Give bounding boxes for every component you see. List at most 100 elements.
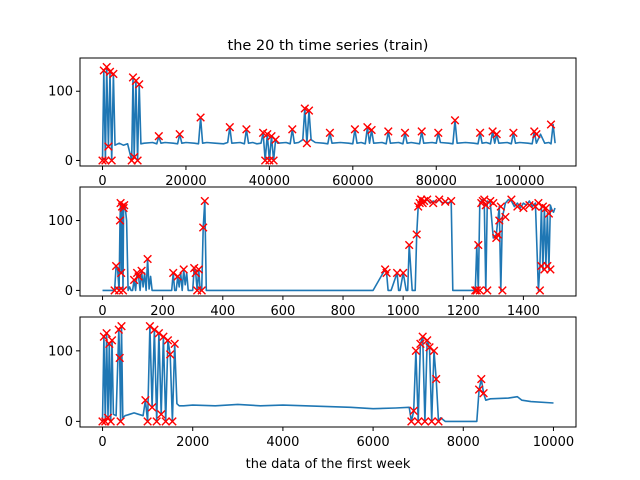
anomaly-marker bbox=[154, 131, 164, 141]
anomaly-marker bbox=[134, 80, 144, 89]
anomaly-marker bbox=[417, 127, 426, 136]
anomaly-marker bbox=[413, 417, 423, 426]
x-tick-label: 8000 bbox=[447, 435, 480, 450]
anomaly-marker bbox=[472, 286, 482, 295]
anomaly-marker bbox=[496, 202, 506, 211]
anomaly-marker bbox=[242, 125, 251, 134]
anomaly-marker bbox=[501, 212, 510, 222]
x-tick-label: 20000 bbox=[165, 174, 206, 189]
x-tick-label: 1000 bbox=[387, 304, 420, 319]
x-tick-label: 4000 bbox=[266, 435, 299, 450]
y-tick-label: 0 bbox=[65, 284, 73, 299]
anomaly-marker bbox=[98, 156, 107, 165]
anomaly-marker bbox=[179, 265, 188, 274]
anomaly-marker bbox=[115, 353, 124, 363]
anomaly-marker bbox=[479, 388, 488, 398]
anomaly-marker bbox=[367, 125, 376, 135]
anomaly-marker bbox=[147, 403, 157, 412]
anomaly-marker bbox=[107, 336, 117, 345]
anomaly-marker bbox=[133, 156, 142, 165]
anomaly-marker bbox=[134, 272, 143, 281]
anomaly-marker bbox=[429, 346, 439, 356]
anomaly-marker bbox=[475, 128, 485, 138]
chart-title: the 20 th time series (train) bbox=[228, 38, 429, 54]
anomaly-marker bbox=[116, 268, 126, 278]
anomaly-marker bbox=[302, 138, 312, 148]
anomaly-marker bbox=[483, 286, 492, 295]
anomaly-marker bbox=[104, 142, 113, 151]
x-tick-label: 10000 bbox=[533, 435, 574, 450]
anomaly-marker bbox=[197, 286, 206, 295]
anomaly-marker bbox=[492, 129, 501, 139]
anomaly-marker bbox=[384, 127, 393, 136]
y-tick-label: 100 bbox=[48, 214, 73, 229]
anomaly-marker bbox=[137, 266, 146, 276]
x-axis-label: the data of the first week bbox=[246, 457, 411, 472]
anomaly-marker bbox=[161, 417, 170, 426]
anomaly-marker bbox=[175, 129, 184, 139]
x-tick-label: 0 bbox=[98, 174, 106, 189]
anomaly-marker bbox=[404, 240, 414, 250]
anomaly-marker bbox=[420, 417, 430, 426]
x-tick-label: 40000 bbox=[249, 174, 290, 189]
anomaly-marker bbox=[411, 346, 421, 356]
anomaly-marker bbox=[350, 125, 360, 134]
anomaly-marker bbox=[532, 129, 541, 139]
anomaly-marker bbox=[194, 265, 203, 274]
anomaly-marker bbox=[400, 128, 410, 138]
anomaly-marker bbox=[116, 417, 125, 426]
anomaly-marker bbox=[225, 122, 235, 132]
anomaly-marker bbox=[546, 265, 555, 274]
anomaly-marker bbox=[534, 198, 543, 208]
anomaly-marker bbox=[392, 268, 402, 278]
anomaly-marker bbox=[145, 321, 155, 331]
anomaly-marker bbox=[519, 203, 528, 213]
x-tick-label: 400 bbox=[210, 304, 235, 319]
panel-top: 0 20000 40000 60000 80000 100000 0 100 bbox=[48, 57, 577, 189]
anomaly-marker bbox=[119, 200, 129, 210]
anomaly-marker bbox=[409, 406, 418, 416]
anomaly-marker bbox=[163, 336, 173, 345]
anomaly-marker bbox=[168, 417, 177, 426]
anomaly-marker bbox=[168, 268, 178, 278]
anomaly-marker bbox=[117, 321, 126, 331]
anomaly-marker bbox=[412, 230, 421, 239]
anomaly-marker bbox=[269, 156, 278, 165]
anomaly-marker bbox=[173, 272, 182, 281]
anomaly-marker bbox=[101, 156, 110, 165]
anomaly-marker bbox=[300, 104, 310, 113]
anomaly-marker bbox=[129, 275, 139, 285]
axes-frame bbox=[79, 186, 577, 297]
anomaly-marker bbox=[477, 374, 486, 384]
anomaly-marker bbox=[446, 196, 456, 206]
anomaly-marker bbox=[434, 417, 443, 426]
anomaly-marker bbox=[493, 230, 503, 239]
x-tick-label: 6000 bbox=[357, 435, 390, 450]
y-tick-label: 100 bbox=[48, 344, 73, 359]
x-tick-label: 0 bbox=[98, 435, 106, 450]
anomaly-marker bbox=[271, 135, 280, 144]
anomaly-marker bbox=[111, 261, 121, 271]
anomaly-marker bbox=[509, 128, 518, 138]
anomaly-marker bbox=[150, 325, 159, 334]
anomaly-marker bbox=[98, 417, 107, 426]
anomaly-marker bbox=[115, 216, 125, 225]
anomaly-marker bbox=[198, 223, 208, 232]
anomaly-marker bbox=[541, 203, 551, 213]
axes-frame bbox=[79, 57, 577, 167]
anomaly-marker bbox=[141, 395, 150, 405]
anomaly-marker bbox=[546, 120, 556, 129]
x-tick-label: 0 bbox=[98, 304, 106, 319]
anomaly-marker bbox=[119, 203, 128, 213]
anomaly-marker bbox=[170, 339, 179, 349]
y-tick-label: 0 bbox=[65, 415, 73, 430]
anomaly-marker bbox=[363, 122, 372, 132]
x-tick-label: 1400 bbox=[507, 304, 540, 319]
anomaly-marker bbox=[431, 374, 441, 384]
anomaly-marker bbox=[304, 106, 314, 115]
x-tick-label: 600 bbox=[270, 304, 295, 319]
anomaly-marker bbox=[495, 216, 504, 225]
anomaly-marker bbox=[475, 286, 485, 295]
anomaly-marker bbox=[102, 328, 111, 338]
anomaly-marker bbox=[106, 417, 115, 426]
